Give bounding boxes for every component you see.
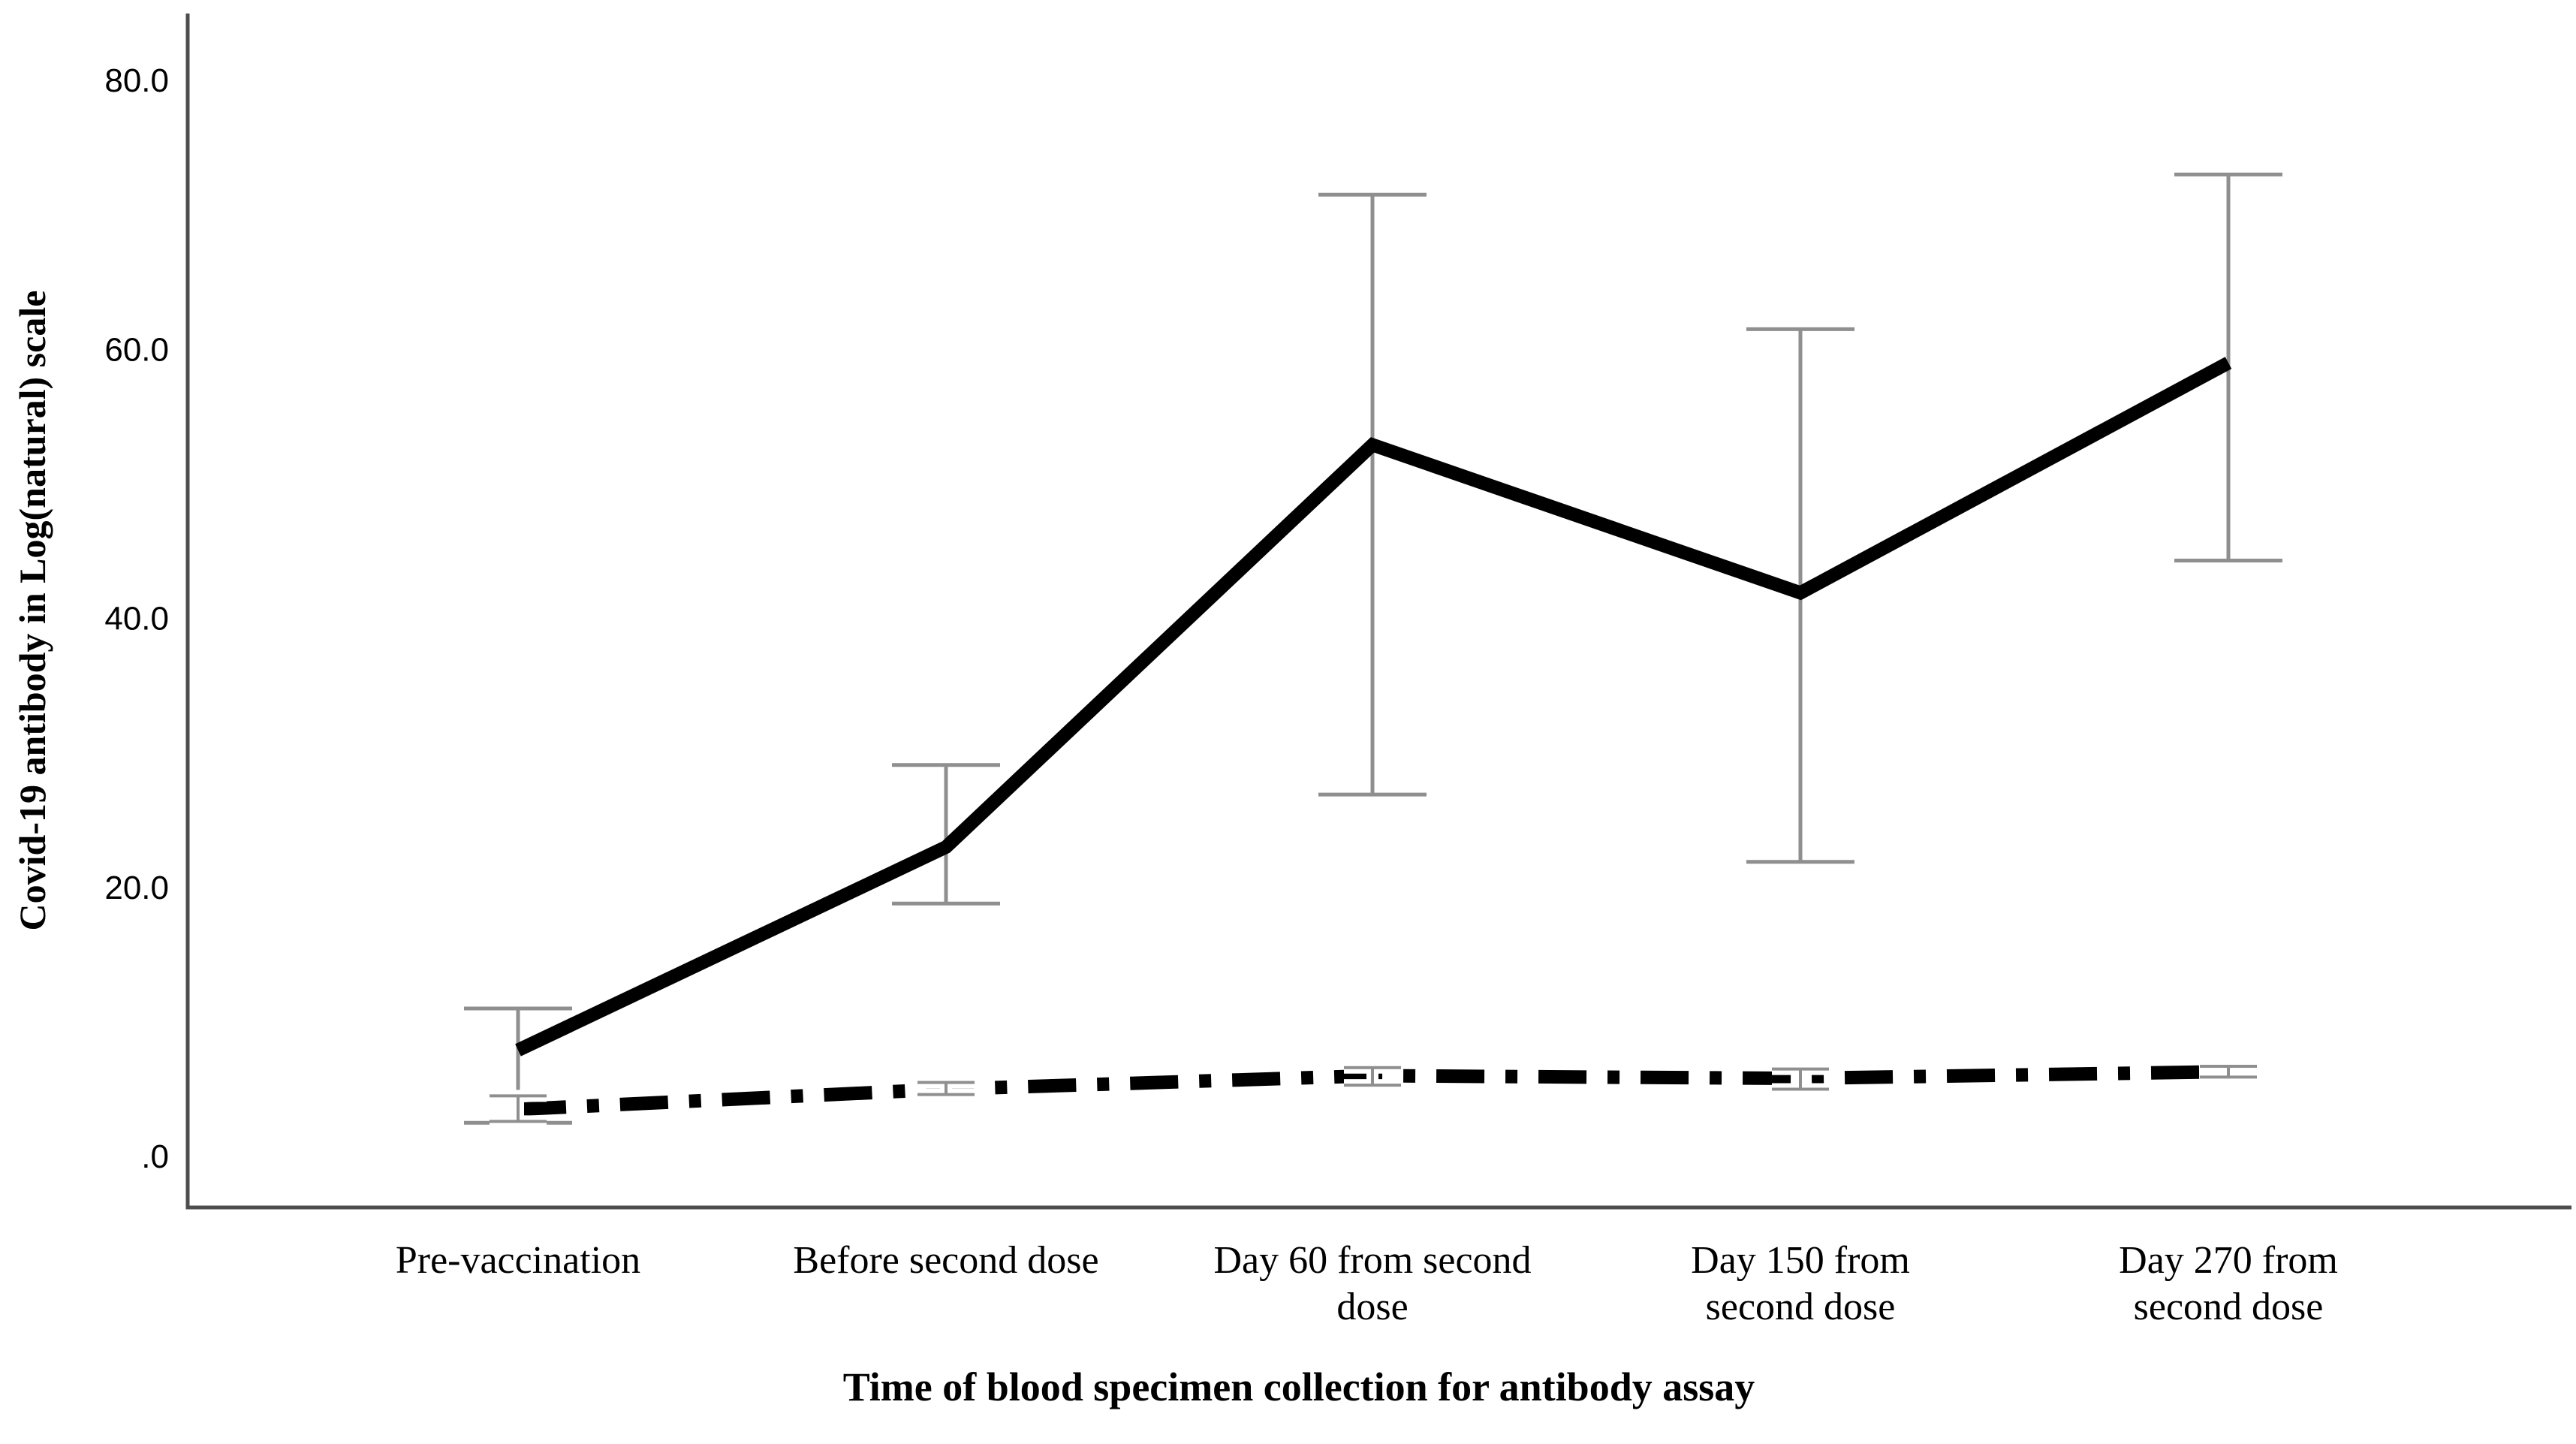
- x-category-label: second dose: [1706, 1286, 1896, 1328]
- x-category-label: Day 60 from second: [1213, 1239, 1531, 1282]
- x-category-label: second dose: [2134, 1286, 2324, 1328]
- y-tick-label: 40.0: [104, 601, 169, 638]
- x-category-label: Day 150 from: [1691, 1239, 1910, 1282]
- solid-series-line: [515, 357, 2232, 1057]
- axis-frame: [185, 14, 2571, 1210]
- y-tick-label: 80.0: [104, 62, 169, 99]
- x-category-label: dose: [1336, 1286, 1408, 1328]
- x-category-label: Day 270 from: [2119, 1239, 2338, 1282]
- y-tick-label: 60.0: [104, 331, 169, 368]
- y-tick-label: .0: [141, 1138, 169, 1175]
- x-category-label: Before second dose: [793, 1239, 1098, 1282]
- y-axis-title: Covid-19 antibody in Log(natural) scale: [11, 290, 53, 931]
- x-axis-title: Time of blood specimen collection for an…: [842, 1364, 1755, 1409]
- x-category-label: Pre-vaccination: [396, 1239, 640, 1282]
- y-tick-label: 20.0: [104, 870, 169, 906]
